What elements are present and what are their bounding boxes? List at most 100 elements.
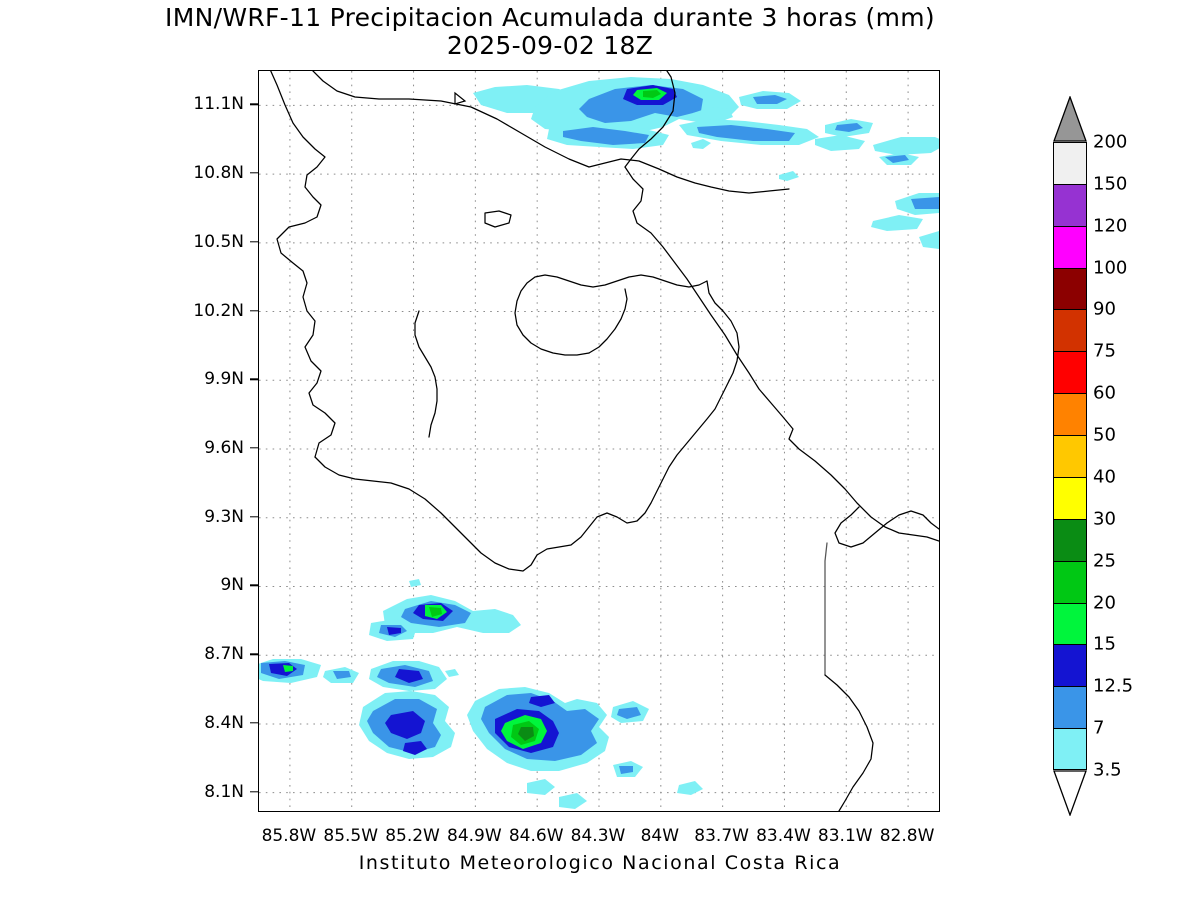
colorbar-tick-label: 20 (1093, 592, 1116, 614)
colorbar-band (1053, 686, 1087, 729)
colorbar-band (1053, 435, 1087, 477)
x-axis-tick-label: 83.7W (694, 826, 749, 846)
precipitation-contours (259, 77, 939, 809)
precipitation-colorbar: 200 150 120 100 90 75 60 50 40 30 25 20 15 12.5 7 3.5 (1053, 95, 1133, 817)
x-axis-tick-label: 84.6W (508, 826, 564, 846)
precip-area-cyan (691, 139, 711, 149)
map-plot-area (258, 70, 940, 812)
y-axis-tick-mark (250, 378, 258, 380)
colorbar-band (1053, 518, 1087, 561)
colorbar-tick-label: 12.5 (1093, 675, 1134, 697)
precip-area-cyan (919, 231, 939, 249)
x-axis-ticks: 85.8W 85.5W 85.2W 84.9W 84.6W 84.3W 84W 83.7W 83… (0, 812, 1200, 872)
colorbar-band (1053, 183, 1087, 226)
y-axis-tick-label: 10.8N (193, 163, 244, 184)
precip-area-cyan (873, 137, 939, 155)
colorbar-band (1053, 644, 1087, 687)
y-axis-tick-label: 8.1N (204, 781, 244, 802)
coastline-pacific-northwest (270, 71, 336, 458)
precip-area-darkblue (387, 627, 401, 635)
coastline-nicoya-gulf (514, 274, 708, 356)
colorbar-band (1053, 560, 1087, 603)
map-gridlines (259, 71, 939, 811)
colorbar-band (1053, 225, 1087, 268)
island-outline (454, 91, 467, 105)
coastline-panama-pacific (824, 674, 874, 811)
map-canvas (259, 71, 939, 811)
colorbar-band (1053, 602, 1087, 645)
island-chira (484, 210, 512, 228)
x-axis-tick-label: 85.5W (323, 826, 379, 846)
x-axis-tick-label: 84W (640, 826, 680, 846)
y-axis-tick-label: 9N (220, 575, 244, 596)
colorbar-band (1053, 728, 1087, 770)
colorbar-tick-label: 100 (1093, 257, 1128, 279)
colorbar-band (1053, 267, 1087, 310)
precip-area-cyan (815, 135, 865, 151)
precip-area-blue (885, 155, 909, 163)
colorbar-tick-label: 50 (1093, 424, 1116, 446)
precip-area-cyan (677, 781, 703, 795)
colorbar-tick-label: 60 (1093, 382, 1116, 404)
y-axis-tick-label: 9.6N (204, 438, 244, 459)
border-panama-south (824, 542, 828, 676)
precip-area-green (283, 665, 293, 672)
y-axis-tick-mark (250, 103, 258, 106)
chart-title-line1: IMN/WRF-11 Precipitacion Acumulada duran… (165, 3, 935, 32)
x-axis-tick-label: 82.8W (879, 826, 935, 846)
x-axis-tick-label: 85.8W (261, 826, 317, 846)
precip-area-cyan (559, 793, 587, 809)
precip-area-blue (563, 127, 649, 145)
precip-area-blue (617, 707, 641, 719)
colorbar-tick-label: 15 (1093, 633, 1116, 655)
precip-area-darkgreen (429, 607, 442, 617)
x-axis-tick-label: 84.9W (447, 826, 502, 846)
precip-area-darkblue (529, 695, 555, 707)
precip-area-darkblue (403, 741, 427, 755)
y-axis-tick-mark (250, 447, 258, 449)
chart-title: IMN/WRF-11 Precipitacion Acumulada duran… (0, 4, 1100, 60)
colorbar-tick-label: 25 (1093, 550, 1116, 572)
colorbar-tick-label: 75 (1093, 340, 1116, 362)
colorbar-tick-label: 200 (1093, 131, 1128, 153)
precip-area-darkblue (395, 669, 423, 683)
y-axis-tick-label: 8.4N (204, 712, 244, 733)
precip-area-darkgreen (643, 90, 661, 98)
y-axis-tick-mark (250, 516, 258, 518)
y-axis-tick-label: 10.2N (193, 300, 244, 321)
precip-area-blue (911, 197, 939, 209)
y-axis-tick-mark (250, 309, 258, 312)
coastline-pacific-central (314, 280, 740, 572)
x-axis-tick-label: 83.1W (817, 826, 873, 846)
colorbar-band (1053, 309, 1087, 352)
colorbar-above-max-arrow (1053, 95, 1087, 142)
border-panama (834, 506, 939, 548)
colorbar-tick-label: 40 (1093, 466, 1116, 488)
precip-area-cyan (527, 779, 555, 795)
footer-attribution: Instituto Meteorologico Nacional Costa R… (358, 852, 842, 874)
x-axis-tick-label: 85.2W (385, 826, 440, 846)
coastline-caribbean (624, 166, 939, 542)
coastline-layer (270, 71, 939, 811)
colorbar-tick-label: 3.5 (1093, 759, 1122, 781)
precip-area-blue (835, 123, 863, 132)
colorbar-tick-label: 7 (1093, 717, 1105, 739)
y-axis-tick-mark (250, 790, 258, 793)
colorbar-tick-label: 120 (1093, 215, 1128, 237)
y-axis-tick-mark (250, 653, 258, 655)
colorbar-band (1053, 393, 1087, 436)
y-axis-tick-mark (250, 172, 258, 174)
precip-area-cyan (871, 215, 923, 231)
y-axis-ticks: 11.1N 10.8N 10.5N 10.2N 9.9N 9.6N 9.3N 9N 8.7N 8.… (0, 0, 258, 900)
y-axis-tick-mark (250, 241, 258, 243)
y-axis-tick-mark (250, 584, 258, 587)
coastline-nicoya-inner (588, 288, 628, 354)
border-nicaragua (312, 71, 790, 194)
precip-area-blue (753, 95, 787, 104)
colorbar-tick-label: 150 (1093, 173, 1128, 195)
x-axis-tick-label: 83.4W (756, 826, 811, 846)
y-axis-tick-label: 9.9N (204, 369, 244, 390)
precip-area-blue (697, 125, 795, 141)
precip-area-cyan (445, 669, 459, 677)
precip-area-cyan (693, 107, 733, 123)
